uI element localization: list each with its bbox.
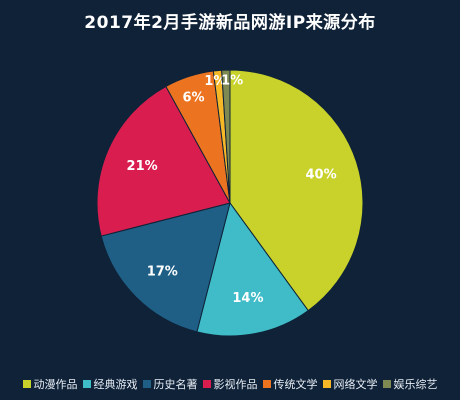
legend-swatch xyxy=(382,380,391,388)
pie-slice-1 xyxy=(229,69,364,312)
pie-slice-4 xyxy=(96,85,231,237)
slice-label-4: 21% xyxy=(127,159,158,174)
legend-label: 经典游戏 xyxy=(93,378,138,391)
legend-label: 影视作品 xyxy=(213,378,258,391)
chart-legend: 动漫作品 经典游戏 历史名著 影视作品 传统文学 网络文学 娱乐综艺 xyxy=(0,376,460,392)
slice-label-2: 14% xyxy=(232,291,263,306)
slice-label-3: 17% xyxy=(147,265,178,280)
legend-item-7: 娱乐综艺 xyxy=(382,376,438,392)
legend-swatch xyxy=(142,380,151,388)
legend-label: 历史名著 xyxy=(153,378,198,391)
legend-item-5: 传统文学 xyxy=(262,376,318,392)
chart-title: 2017年2月手游新品网游IP来源分布 xyxy=(84,13,376,33)
legend-label: 网络文学 xyxy=(333,378,378,391)
legend-swatch xyxy=(322,380,331,388)
legend-label: 动漫作品 xyxy=(33,378,78,391)
slice-label-7: 1% xyxy=(221,73,243,88)
legend-label: 娱乐综艺 xyxy=(393,378,438,391)
legend-label: 传统文学 xyxy=(273,378,318,391)
legend-item-3: 历史名著 xyxy=(142,376,198,392)
legend-swatch xyxy=(22,380,31,388)
legend-item-1: 动漫作品 xyxy=(22,376,78,392)
legend-item-2: 经典游戏 xyxy=(82,376,138,392)
slice-label-5: 6% xyxy=(182,91,204,106)
legend-swatch xyxy=(202,380,211,388)
pie-slice-3 xyxy=(100,202,231,333)
legend-item-4: 影视作品 xyxy=(202,376,258,392)
legend-swatch xyxy=(262,380,271,388)
slice-label-1: 40% xyxy=(306,167,337,182)
pie-slice-2 xyxy=(196,201,309,337)
slice-label-6: 1% xyxy=(204,74,226,89)
pie-slice-7 xyxy=(221,69,231,204)
legend-item-6: 网络文学 xyxy=(322,376,378,392)
legend-swatch xyxy=(82,380,91,388)
